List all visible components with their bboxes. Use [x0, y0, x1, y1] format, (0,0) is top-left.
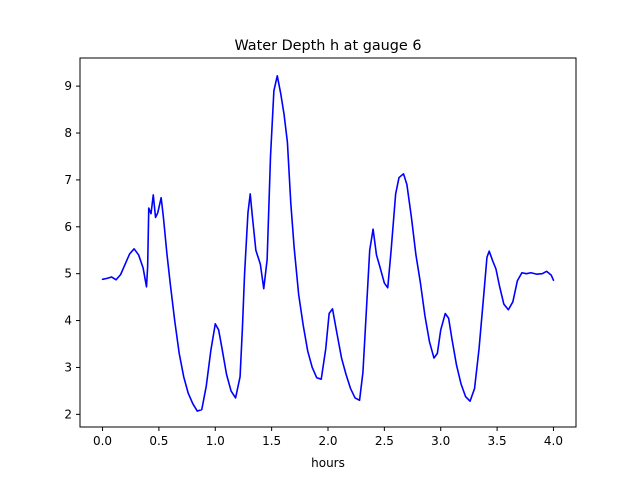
series-group	[101, 75, 555, 412]
y-tick-label: 4	[64, 314, 72, 328]
x-axis-label: hours	[311, 456, 345, 470]
x-tick-label: 0.5	[149, 434, 168, 448]
y-tick-label: 9	[64, 79, 72, 93]
chart-title: Water Depth h at gauge 6	[234, 38, 421, 54]
x-tick-label: 3.5	[488, 434, 507, 448]
x-tick-label: 1.5	[262, 434, 281, 448]
y-tick-label: 7	[64, 173, 72, 187]
y-tick-label: 5	[64, 267, 72, 281]
y-tick-label: 6	[64, 220, 72, 234]
x-tick-label: 1.0	[206, 434, 225, 448]
x-tick-label: 3.0	[431, 434, 450, 448]
axis-ticks: 0.0 0.5 1.0 1.5 2.0 2.5 3.0 3.5 4.0 2 3 4 5 6 7 8 9	[64, 79, 563, 448]
y-tick-label: 2	[64, 407, 72, 421]
x-tick-label: 2.0	[318, 434, 337, 448]
x-tick-label: 4.0	[544, 434, 563, 448]
y-tick-label: 3	[64, 360, 72, 374]
series-line-0	[101, 75, 555, 412]
y-tick-label: 8	[64, 126, 72, 140]
plot-frame	[79, 57, 577, 428]
x-tick-label: 2.5	[375, 434, 394, 448]
x-tick-label: 0.0	[93, 434, 112, 448]
